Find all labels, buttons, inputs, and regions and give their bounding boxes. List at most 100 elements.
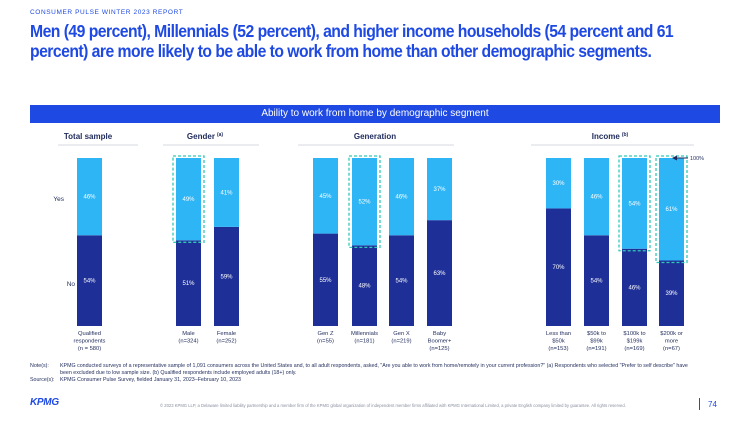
category-label: respondents: [74, 339, 106, 345]
category-label: Gen X: [393, 331, 410, 337]
group-title-text: Generation: [354, 132, 396, 141]
group-title: Income (b): [592, 132, 629, 141]
bar-no-label: 51%: [182, 281, 195, 287]
source-text: KPMG Consumer Pulse Survey, fielded Janu…: [60, 377, 241, 383]
bar-yes-label: 61%: [665, 207, 678, 213]
highlight-box: [655, 155, 688, 264]
category-label: $50k: [552, 339, 565, 345]
headline-line-1: Men (49 percent), Millennials (52 percen…: [30, 21, 674, 41]
annotation-arrow-head: [672, 155, 677, 161]
bar-no-label: 46%: [628, 285, 641, 291]
headline: Men (49 percent), Millennials (52 percen…: [30, 21, 674, 61]
category-label: (n=55): [317, 339, 334, 345]
group-title-text: Total sample: [64, 132, 113, 141]
bar-no-segment: [389, 235, 414, 326]
source-label: Source(s):: [30, 377, 55, 383]
category-label: (n=324): [178, 339, 198, 345]
category-label: $100k to: [623, 331, 645, 337]
bar-no-segment: [659, 260, 684, 326]
group-title: Total sample: [64, 132, 113, 141]
report-label: CONSUMER PULSE WINTER 2023 REPORT: [30, 9, 184, 16]
notes-line-1: KPMG conducted surveys of a representati…: [60, 363, 688, 369]
category-label: (n=153): [548, 346, 568, 352]
bar-yes-label: 41%: [220, 190, 233, 196]
bar-no-segment: [546, 208, 571, 326]
bar-yes-label: 54%: [628, 201, 641, 207]
category-label: (n=169): [624, 346, 644, 352]
bar-no-segment: [313, 233, 338, 326]
category-label: $200k or: [660, 331, 683, 337]
bar-yes-segment: [176, 158, 201, 241]
bar-no-label: 55%: [319, 278, 332, 284]
group-title-text: Income: [592, 132, 621, 141]
category-label: (n = 580): [78, 346, 101, 352]
group-title: Gender (a): [187, 132, 223, 141]
bar-yes-label: 30%: [552, 181, 565, 187]
bar-yes-label: 37%: [433, 187, 446, 193]
bar-no-label: 63%: [433, 271, 446, 277]
bar-yes-label: 45%: [319, 194, 332, 200]
category-label: (n=191): [586, 346, 606, 352]
bar-yes-label: 52%: [358, 200, 371, 206]
bar-no-segment: [214, 226, 239, 326]
category-label: Boomer+: [428, 339, 452, 345]
bar-yes-segment: [389, 158, 414, 236]
bar-no-label: 48%: [358, 284, 371, 290]
category-label: Gen Z: [317, 331, 334, 337]
category-label: Male: [182, 331, 195, 337]
bar-yes-label: 46%: [590, 195, 603, 201]
category-label: (n=125): [429, 346, 449, 352]
bar-no-label: 59%: [220, 274, 233, 280]
bar-no-segment: [584, 235, 609, 326]
category-label: $199k: [627, 339, 643, 345]
bar-no-segment: [77, 235, 102, 326]
notes-section: Note(s): KPMG conducted surveys of a rep…: [30, 363, 720, 384]
bar-yes-segment: [214, 158, 239, 227]
bar-no-label: 54%: [83, 279, 96, 285]
category-label: (n=252): [216, 339, 236, 345]
bar-no-segment: [352, 245, 377, 326]
bar-no-label: 54%: [590, 279, 603, 285]
category-label: $99k: [590, 339, 603, 345]
category-label: Less than: [546, 331, 571, 337]
group-title-superscript: (b): [622, 132, 629, 138]
category-label: Millennials: [351, 331, 378, 337]
highlight-box: [348, 155, 381, 249]
category-label: $50k to: [587, 331, 606, 337]
bar-yes-segment: [352, 158, 377, 246]
category-label: more: [665, 339, 678, 345]
highlight-box: [172, 155, 205, 243]
row-label-yes: Yes: [53, 196, 64, 203]
bar-no-label: 39%: [665, 291, 678, 297]
group-title-superscript: (a): [217, 132, 223, 138]
category-label: (n=181): [354, 339, 374, 345]
bar-no-label: 54%: [395, 279, 408, 285]
bar-no-segment: [176, 240, 201, 326]
row-label-no: No: [67, 281, 76, 288]
footer-divider: [699, 398, 700, 410]
notes-label: Note(s):: [30, 363, 49, 369]
bar-yes-label: 49%: [182, 197, 195, 203]
category-label: (n=67): [663, 346, 680, 352]
footer-legal: © 2023 KPMG LLP, a Delaware limited liab…: [160, 403, 626, 408]
category-label: Female: [217, 331, 236, 337]
bar-yes-label: 46%: [83, 195, 96, 201]
bar-yes-segment: [622, 158, 647, 249]
highlight-box: [618, 155, 651, 252]
bar-yes-segment: [584, 158, 609, 236]
notes-line-2: been excluded due to low sample size. (b…: [60, 370, 297, 376]
group-title-text: Gender: [187, 132, 215, 141]
bar-yes-segment: [77, 158, 102, 236]
category-label: (n=219): [391, 339, 411, 345]
kpmg-logo: KPMG: [30, 397, 59, 408]
bar-yes-segment: [546, 158, 571, 209]
category-label: Baby: [433, 331, 446, 337]
bar-no-segment: [427, 220, 452, 326]
bar-no-segment: [622, 248, 647, 326]
chart-banner: Ability to work from home by demographic…: [30, 105, 720, 123]
page-number: 74: [708, 400, 717, 409]
group-title: Generation: [354, 132, 396, 141]
category-label: Qualified: [78, 331, 101, 337]
notes-text: KPMG conducted surveys of a representati…: [60, 363, 688, 377]
